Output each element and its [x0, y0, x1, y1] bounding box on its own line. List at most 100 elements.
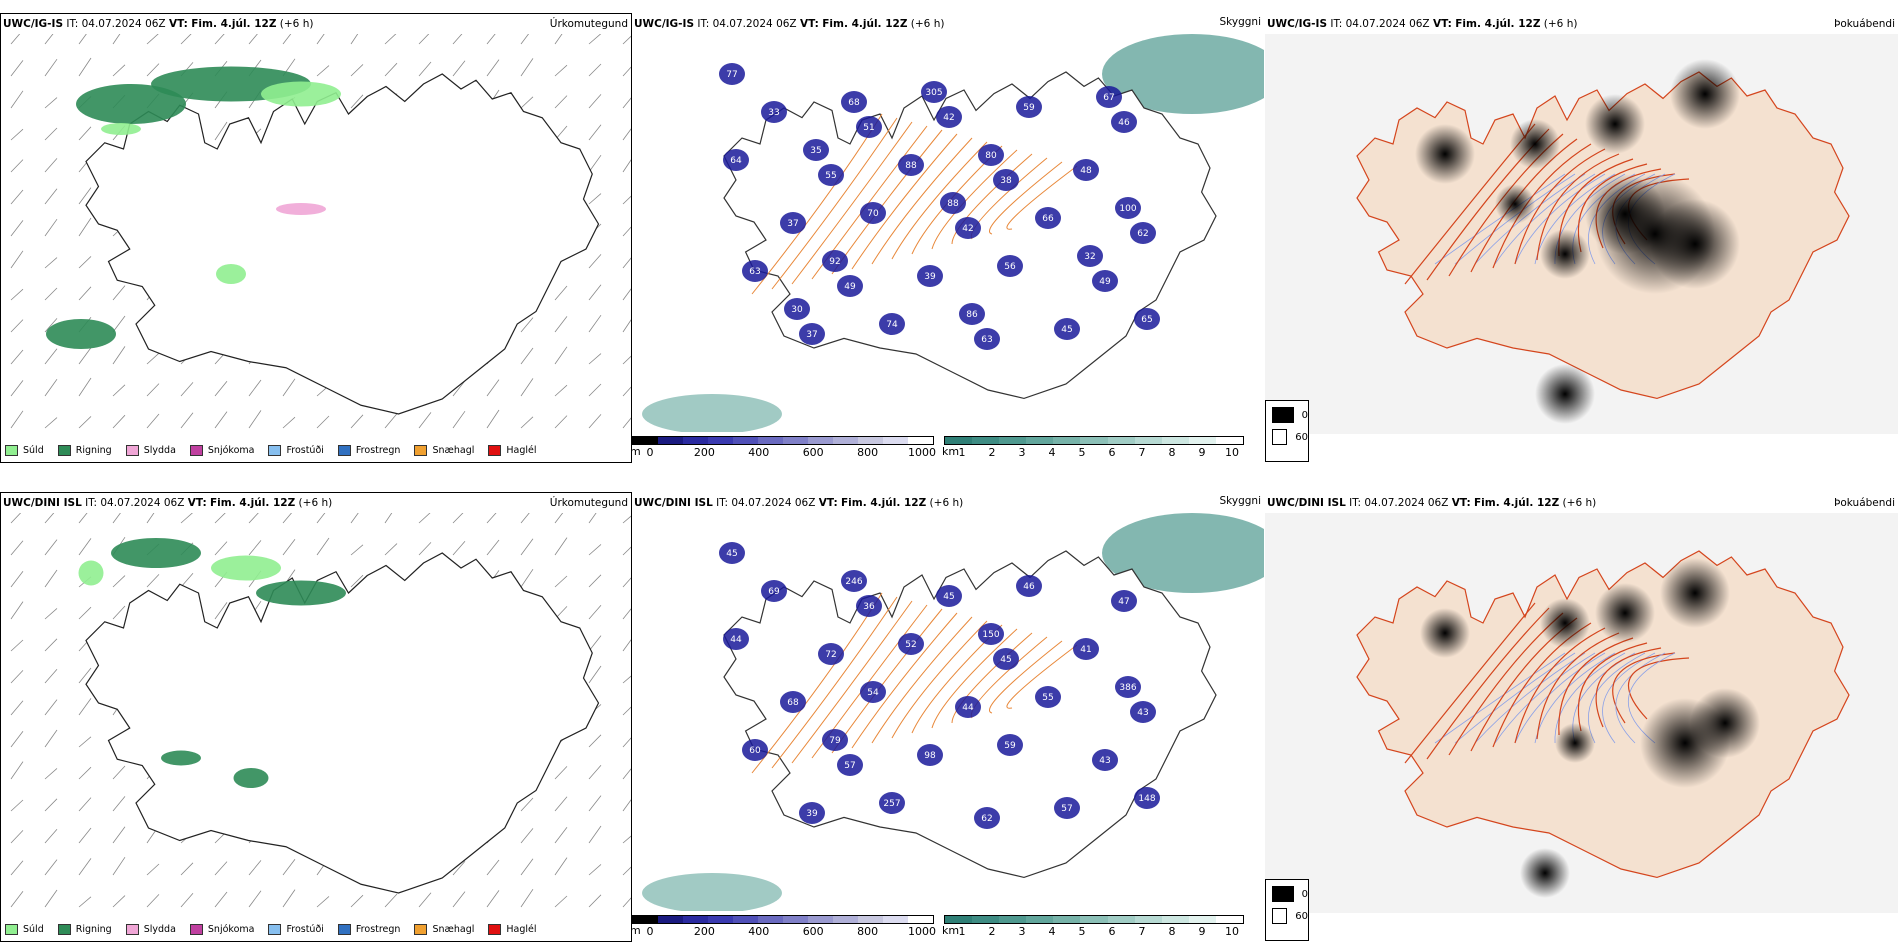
scale-swatch	[783, 437, 808, 444]
cloud-base-area	[841, 570, 867, 592]
road	[1404, 602, 1536, 764]
wind-barb	[554, 346, 568, 365]
cloud-base-area	[1115, 197, 1141, 219]
cloud-base-area	[879, 313, 905, 335]
scale-swatch	[1107, 916, 1135, 923]
wind-barb	[588, 353, 602, 365]
fog-area	[1585, 94, 1645, 154]
scale-swatch	[1188, 916, 1216, 923]
legend-item: Súld	[5, 445, 44, 456]
fog-area	[1540, 598, 1590, 648]
legend-swatch	[125, 924, 139, 935]
scale-swatch	[1188, 437, 1216, 444]
wind-barb	[622, 799, 631, 812]
fog-legend-row: 60	[1272, 908, 1308, 924]
scale-tick-label: 9	[1198, 446, 1206, 459]
precipitation-map	[10, 513, 631, 908]
wind-barb	[44, 97, 58, 109]
wind-barb	[78, 256, 92, 269]
scale-bar	[944, 436, 1244, 445]
wind-barb	[214, 513, 226, 524]
fog-area	[1555, 723, 1595, 763]
wind-barb	[588, 825, 602, 844]
panel-title: UWC/DINI ISL IT: 04.07.2024 06Z VT: Fim.…	[3, 497, 333, 509]
cloud-base-label: 92	[829, 257, 840, 267]
wind-barb	[520, 317, 534, 333]
scale-swatch	[1026, 437, 1054, 444]
legend-label: Snjókoma	[207, 924, 255, 935]
cloud-base-area	[837, 754, 863, 776]
wind-barb	[44, 828, 58, 844]
scale-swatch	[999, 437, 1027, 444]
precip-area	[256, 580, 346, 606]
wind-barb	[520, 416, 534, 429]
legend-swatch	[268, 445, 282, 456]
legend-swatch	[189, 445, 203, 456]
scale-swatch	[1134, 916, 1162, 923]
cloud-base-area	[1111, 111, 1137, 133]
wind-barb	[78, 513, 88, 524]
cloud-base-area	[978, 144, 1004, 166]
wind-barb	[316, 415, 330, 429]
road	[771, 117, 898, 290]
wind-barb	[78, 538, 92, 556]
wind-barb	[554, 575, 568, 588]
wind-barb	[622, 355, 631, 365]
cloud-base-area	[1134, 787, 1160, 809]
scale-unit: m	[632, 445, 641, 458]
legend-label: Rigning	[75, 445, 112, 456]
wind-barb	[622, 159, 631, 173]
road	[771, 596, 898, 769]
wind-barb	[588, 193, 602, 205]
cloud-base-label: 68	[848, 98, 860, 108]
wind-barb	[622, 515, 631, 524]
cloud-base-area	[742, 739, 768, 761]
scale-swatch	[733, 437, 758, 444]
cloud-base-label: 38	[1000, 176, 1012, 186]
visibility-area	[642, 394, 782, 432]
cloud-base-label: 77	[726, 70, 737, 80]
wind-barb	[282, 513, 292, 524]
cloud-base-label: 57	[844, 761, 855, 771]
scale-tick-label: 7	[1138, 925, 1146, 938]
wind-barb	[10, 601, 24, 620]
wind-barb	[588, 574, 602, 588]
wind-barb	[452, 540, 466, 556]
cloud-base-area	[860, 202, 886, 224]
cloud-base-area	[799, 802, 825, 824]
wind-barb	[282, 858, 296, 876]
cloud-base-area	[959, 303, 985, 325]
precip-area	[211, 555, 281, 581]
river	[1454, 652, 1576, 744]
river	[1494, 652, 1596, 744]
wind-barb	[622, 577, 631, 588]
wind-barb	[180, 34, 192, 45]
wind-barb	[10, 639, 24, 652]
scale-swatch	[658, 437, 683, 444]
scale-tick-label: 6	[1108, 925, 1116, 938]
cloud-base-area	[993, 648, 1019, 670]
scale-swatch	[945, 437, 973, 444]
legend-item: Frostregn	[337, 445, 400, 456]
precip-area	[46, 319, 116, 349]
river	[1474, 652, 1586, 744]
scale-tick-label: 1000	[908, 446, 936, 459]
wind-barb	[44, 668, 58, 684]
cloud-base-area	[1016, 96, 1042, 118]
wind-barb	[112, 34, 121, 45]
legend-item: Rigning	[57, 445, 112, 456]
wind-barb	[316, 65, 330, 77]
wind-barb	[452, 513, 464, 524]
road	[989, 161, 1063, 235]
wind-barb	[554, 95, 568, 109]
cloud-base-label: 55	[825, 171, 836, 181]
wind-barb	[588, 414, 602, 429]
road	[1006, 165, 1078, 230]
road	[1612, 652, 1676, 724]
fog-area	[1670, 59, 1740, 129]
wind-barb	[44, 729, 58, 748]
scale-tick-label: 0	[646, 925, 654, 938]
wind-barb	[588, 34, 602, 45]
fog-legend-row: 0	[1272, 407, 1308, 423]
cloud-base-label: 148	[1138, 794, 1155, 804]
